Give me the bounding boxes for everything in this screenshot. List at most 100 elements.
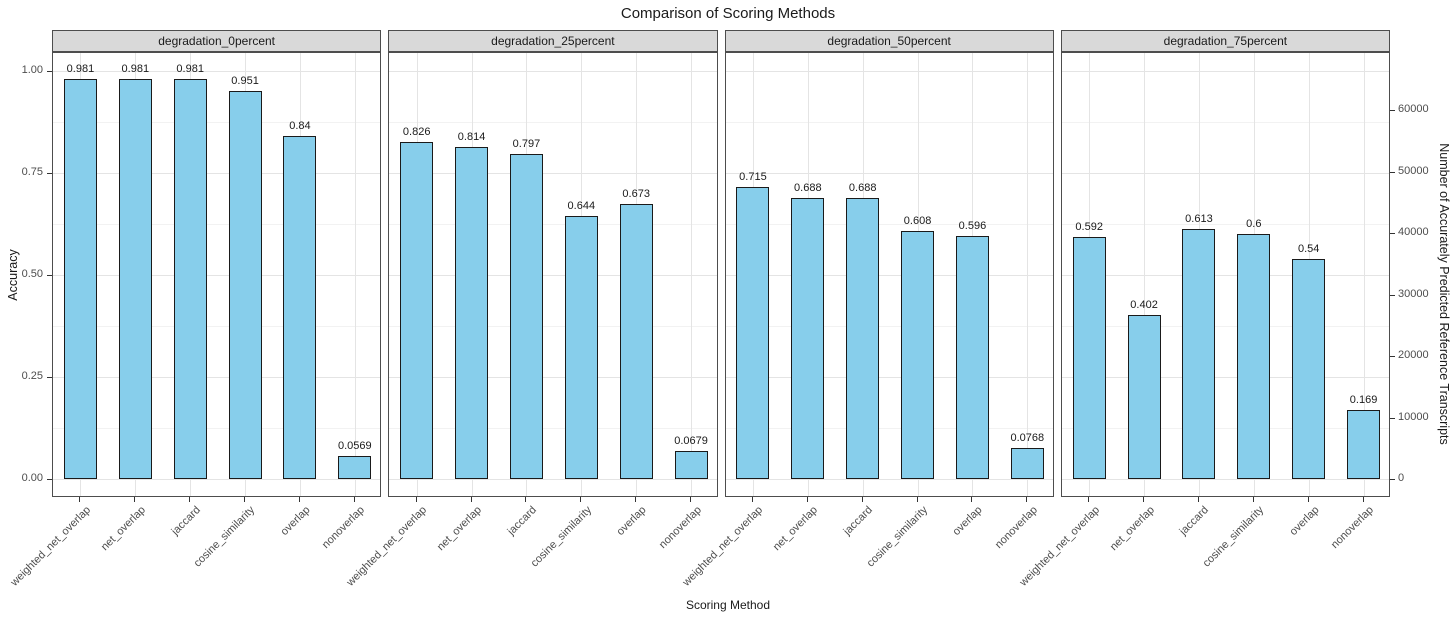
bar-value-label: 0.797	[512, 137, 541, 150]
major-gridline	[389, 275, 717, 276]
x-axis-category-label: weighted_net_overlap	[8, 504, 93, 589]
x-axis-tick	[806, 497, 808, 502]
x-axis-category-label: jaccard	[1177, 504, 1212, 538]
major-gridline	[53, 173, 381, 174]
bar-value-label: 0.84	[289, 120, 311, 133]
major-gridline	[1061, 173, 1389, 174]
y-axis-right-tick-label: 60000	[1398, 103, 1429, 115]
y-axis-left-tick-label: 0.50	[21, 268, 43, 280]
x-axis-category-label: nonoverlap	[992, 504, 1040, 551]
bar	[1347, 410, 1381, 479]
y-axis-right-tick-label: 30000	[1398, 287, 1429, 300]
bar-value-label: 0.981	[176, 62, 204, 75]
bar	[1182, 228, 1216, 479]
x-axis-tick	[79, 497, 81, 502]
bar	[564, 216, 598, 479]
y-axis-left-tick-label: 0.75	[21, 166, 43, 178]
y-axis-right-tick-label: 20000	[1398, 349, 1429, 361]
x-axis-tick	[861, 497, 863, 502]
bar-value-label: 0.814	[457, 130, 486, 143]
bar-value-label: 0.0768	[1010, 431, 1045, 444]
facet-panel: 0.715 0.688 0.688 0.608 0.596 0.0768	[724, 52, 1054, 497]
y-axis-left-tick-label: 0.25	[21, 370, 43, 382]
major-gridline	[1061, 377, 1389, 378]
minor-gridline	[1061, 428, 1389, 429]
x-axis-category-label: overlap	[278, 504, 313, 538]
major-gridline	[389, 71, 717, 72]
minor-gridline	[1061, 326, 1389, 327]
bar-value-label: 0.54	[1297, 242, 1320, 255]
x-axis-tick	[690, 497, 692, 502]
x-axis-tick	[189, 497, 191, 502]
minor-gridline	[1061, 224, 1389, 225]
x-axis-category-label: net_overlap	[434, 504, 485, 554]
major-gridline	[53, 71, 381, 72]
major-gridline	[1061, 479, 1389, 480]
facet-strip-label: degradation_25percent	[491, 34, 615, 48]
bar	[173, 78, 207, 479]
x-axis-category-label: cosine_similarity	[528, 504, 594, 570]
y-axis-left-tick	[47, 377, 52, 378]
facet-panel: 0.826 0.814 0.797 0.644 0.673 0.0679	[388, 52, 718, 497]
x-axis-category-label: cosine_similarity	[864, 504, 931, 570]
bar-value-label: 0.981	[121, 62, 150, 75]
y-axis-left-tick-label: 0.00	[21, 472, 43, 484]
minor-gridline	[53, 224, 381, 225]
bar-value-label: 0.613	[1185, 212, 1213, 225]
x-axis-tick	[751, 497, 753, 502]
minor-gridline	[53, 326, 381, 327]
chart-title: Comparison of Scoring Methods	[620, 5, 836, 22]
minor-gridline	[1061, 122, 1389, 123]
bar-value-label: 0.608	[903, 214, 932, 227]
y-axis-right-tick-label: 40000	[1398, 226, 1429, 238]
x-axis-category-label: jaccard	[505, 504, 539, 538]
minor-gridline	[389, 326, 717, 327]
major-gridline	[725, 173, 1053, 174]
y-axis-right-tick-label: 10000	[1398, 410, 1429, 423]
major-gridline	[53, 275, 381, 276]
y-axis-right-tick	[1390, 417, 1395, 419]
category-gridline	[1027, 53, 1029, 496]
y-axis-left-tick-label: 1.00	[21, 64, 43, 76]
bar	[1072, 237, 1106, 479]
bar	[118, 78, 152, 479]
x-axis-category-label: overlap	[614, 504, 649, 538]
category-gridline	[354, 53, 356, 496]
x-axis-tick	[415, 497, 417, 502]
y-axis-right-tick	[1390, 110, 1395, 111]
major-gridline	[53, 377, 381, 378]
major-gridline	[389, 479, 717, 480]
x-axis-tick	[525, 497, 527, 502]
facet-panel: 0.592 0.402 0.613 0.6 0.54 0.169	[1060, 52, 1390, 497]
x-axis-category-label: cosine_similarity	[1200, 504, 1267, 570]
minor-gridline	[725, 326, 1053, 327]
bar	[283, 136, 317, 479]
category-gridline	[1363, 53, 1365, 496]
bar-value-label: 0.596	[958, 219, 987, 232]
x-axis-category-label: nonoverlap	[1329, 504, 1377, 551]
x-axis-category-label: cosine_similarity	[191, 504, 258, 570]
bar-value-label: 0.715	[739, 171, 767, 184]
y-axis-left-tick	[47, 479, 52, 480]
x-axis-tick	[298, 497, 300, 502]
facet-strip: degradation_25percent	[388, 30, 718, 52]
bar	[901, 230, 935, 479]
y-axis-right-tick	[1390, 479, 1395, 480]
bar	[400, 141, 434, 479]
y-axis-right-tick-label: 50000	[1398, 164, 1429, 177]
x-axis-tick	[580, 497, 582, 502]
x-axis-tick	[353, 497, 355, 502]
y-axis-left-tick	[47, 275, 52, 276]
bar	[509, 153, 543, 479]
facet-strip: degradation_0percent	[52, 30, 382, 52]
major-gridline	[725, 71, 1053, 72]
x-axis-category-label: jaccard	[169, 504, 203, 538]
x-axis-tick	[1088, 497, 1090, 502]
bar	[619, 204, 653, 479]
x-axis-category-label: net_overlap	[771, 504, 821, 554]
bar	[1010, 447, 1044, 479]
facet-strip-label: degradation_75percent	[1163, 34, 1288, 48]
y-axis-right-tick	[1390, 294, 1395, 296]
y-axis-right-tick	[1390, 356, 1395, 357]
